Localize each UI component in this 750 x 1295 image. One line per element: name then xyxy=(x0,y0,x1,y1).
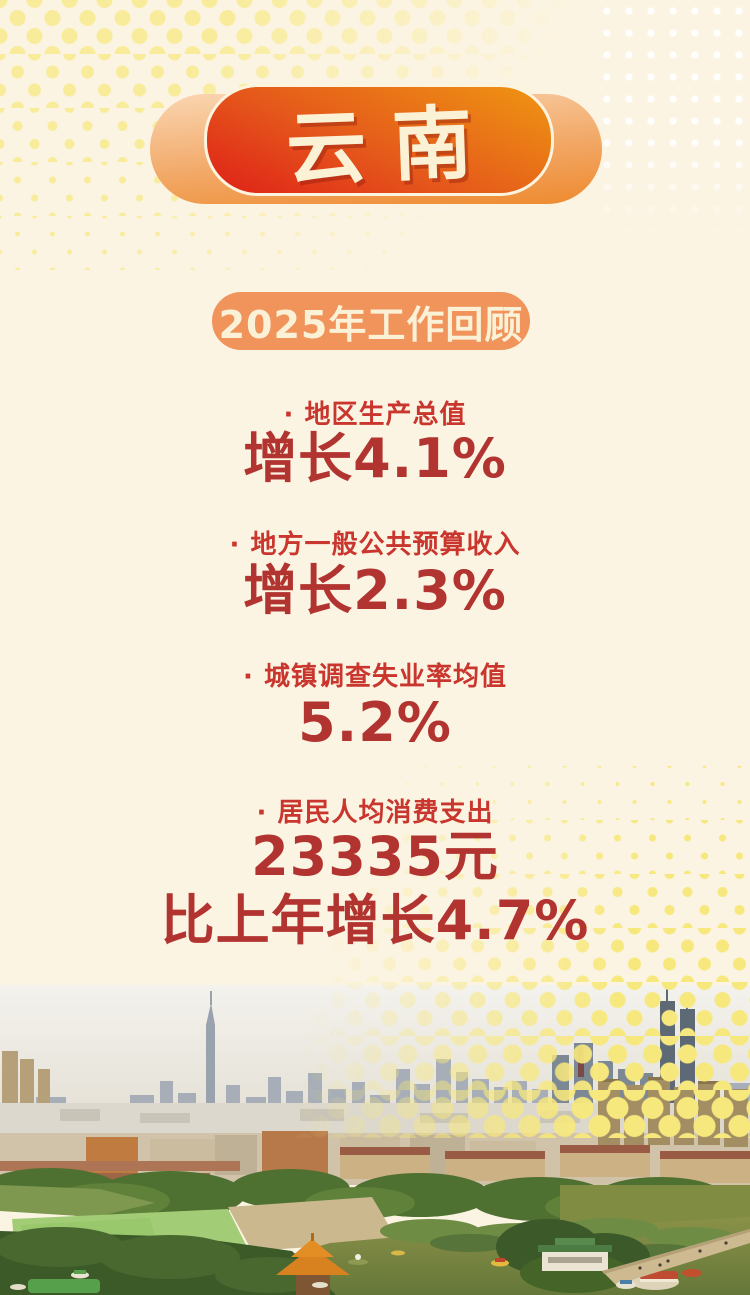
dot-band xyxy=(250,820,750,874)
dot-band xyxy=(250,1090,750,1138)
stat-label-budget: · 地方一般公共预算收入 xyxy=(229,530,521,560)
section-badge: 2025年工作回顾 xyxy=(212,292,530,350)
dot-band xyxy=(250,928,750,982)
stat-value-consumption: 23335元 xyxy=(251,825,499,888)
dot-band xyxy=(250,1036,750,1090)
section-badge-label: 2025年工作回顾 xyxy=(218,302,524,347)
region-badge-label: 云南 xyxy=(284,95,500,197)
stat-label-unemployment: · 城镇调查失业率均值 xyxy=(243,662,507,692)
stat-label-consumption: · 居民人均消费支出 xyxy=(256,798,494,828)
dot-band xyxy=(250,982,750,1036)
stat-label-gdp: · 地区生产总值 xyxy=(283,400,467,430)
stat-value-consumption-growth: 比上年增长4.7% xyxy=(160,889,590,952)
stat-value-unemployment: 5.2% xyxy=(298,691,452,754)
region-badge: 云南 xyxy=(204,84,554,196)
dot-band xyxy=(250,766,750,820)
halftone-dots-bottom-right xyxy=(250,766,750,1138)
dot-band xyxy=(0,216,650,270)
dot-band xyxy=(250,874,750,928)
dot-band xyxy=(0,0,650,54)
stat-value-gdp: 增长4.1% xyxy=(243,427,507,490)
white-dots-top-right xyxy=(596,0,750,250)
stat-value-budget: 增长2.3% xyxy=(243,559,507,622)
